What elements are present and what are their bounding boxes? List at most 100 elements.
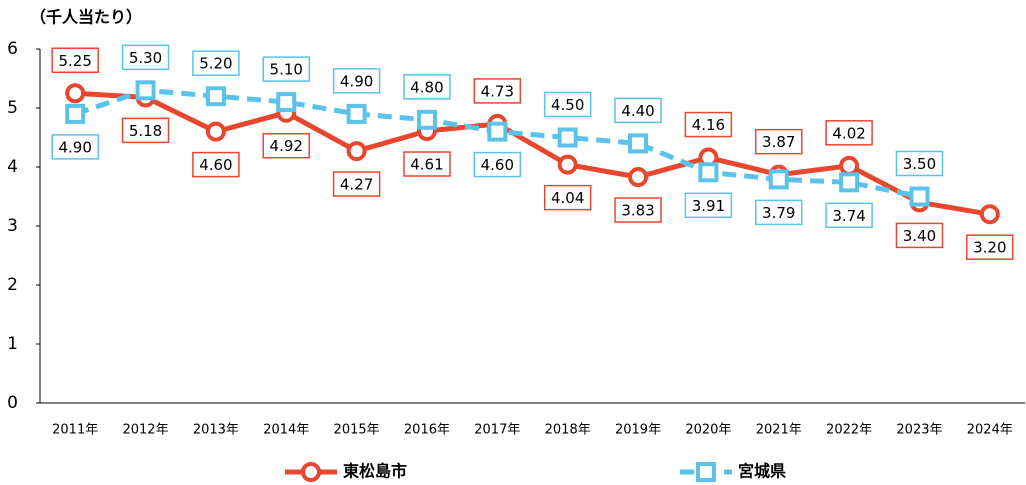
value-label: 3.20: [973, 239, 1006, 257]
value-label: 4.90: [58, 138, 91, 156]
series-line: [75, 90, 991, 217]
value-label-box: [332, 171, 381, 197]
value-label: 4.90: [340, 72, 373, 90]
value-label: 4.50: [551, 96, 584, 114]
value-label-box: [403, 151, 451, 177]
marker: [65, 83, 86, 104]
x-tick-label: 2019年: [615, 423, 661, 438]
y-axis-label: （千人当たり）: [30, 8, 142, 27]
value-label-box: [262, 56, 310, 82]
x-tick-label: 2021年: [756, 423, 802, 438]
value-label: 4.80: [410, 78, 443, 96]
x-tick-label: 2024年: [967, 423, 1013, 438]
value-label-box: [192, 50, 240, 76]
marker: [839, 172, 860, 193]
value-label-box: [684, 192, 733, 219]
value-label: 3.74: [832, 207, 865, 225]
legend-marker: [301, 462, 321, 482]
marker: [909, 186, 930, 207]
value-label-box: [755, 128, 803, 155]
value-label: 4.40: [621, 102, 654, 120]
y-tick-label: 2: [7, 275, 18, 295]
value-label: 4.73: [481, 82, 514, 100]
marker: [65, 103, 86, 124]
x-tick-label: 2020年: [685, 423, 731, 438]
marker: [205, 86, 226, 107]
value-label-box: [825, 202, 873, 229]
marker: [276, 92, 297, 113]
y-tick-label: 1: [7, 334, 18, 354]
x-tick-label: 2014年: [263, 423, 309, 438]
value-label-box: [755, 199, 803, 226]
marker: [628, 167, 649, 188]
marker: [416, 109, 437, 130]
value-label: 5.18: [129, 122, 162, 140]
value-label-box: [51, 47, 99, 73]
value-label-box: [473, 78, 522, 104]
x-tick-label: 2011年: [52, 423, 98, 438]
x-tick-label: 2013年: [193, 423, 239, 438]
value-label-box: [332, 68, 381, 94]
value-label-box: [895, 222, 944, 249]
value-label: 3.40: [903, 227, 936, 245]
marker: [205, 121, 226, 142]
value-label-box: [262, 132, 310, 159]
x-tick-label: 2017年: [474, 423, 520, 438]
value-label-box: [825, 120, 873, 146]
marker: [487, 121, 508, 142]
value-label: 4.16: [692, 116, 725, 134]
value-label-box: [192, 151, 240, 178]
value-label: 4.04: [551, 189, 584, 207]
marker: [346, 141, 367, 162]
marker: [628, 133, 649, 154]
legend-label: 東松島市: [343, 462, 407, 481]
value-label: 5.10: [270, 61, 303, 79]
x-tick-label: 2023年: [896, 423, 942, 438]
value-label: 4.60: [199, 156, 232, 174]
value-label: 3.83: [621, 202, 654, 220]
value-label: 3.87: [762, 133, 795, 151]
value-label: 5.20: [199, 55, 232, 73]
value-label-box: [895, 150, 944, 177]
marker: [135, 80, 156, 101]
marker: [346, 103, 367, 124]
value-label: 4.92: [270, 137, 303, 155]
value-label: 5.25: [58, 52, 91, 70]
value-label: 5.30: [129, 49, 162, 67]
value-label: 4.60: [481, 156, 514, 174]
marker: [979, 204, 1000, 225]
value-label: 4.61: [410, 156, 443, 174]
y-tick-label: 0: [7, 393, 18, 413]
x-tick-label: 2018年: [545, 423, 591, 438]
x-tick-label: 2022年: [826, 423, 872, 438]
value-label-box: [473, 151, 522, 178]
value-label: 3.50: [903, 155, 936, 173]
marker: [698, 162, 719, 183]
value-label-box: [121, 117, 170, 144]
value-label-box: [543, 91, 592, 118]
y-tick-label: 6: [7, 39, 18, 59]
value-label-box: [966, 234, 1014, 260]
x-tick-label: 2012年: [122, 423, 168, 438]
legend-label: 宮城県: [738, 462, 786, 481]
value-label-box: [51, 134, 99, 160]
value-label-box: [614, 197, 662, 223]
marker: [839, 155, 860, 176]
value-label: 4.02: [832, 124, 865, 142]
marker: [768, 169, 789, 190]
x-tick-label: 2016年: [404, 423, 450, 438]
value-label-box: [543, 184, 592, 211]
value-label-box: [684, 111, 733, 138]
value-label-box: [614, 97, 662, 124]
value-label-box: [403, 74, 451, 100]
marker: [557, 127, 578, 148]
value-label: 3.79: [762, 204, 795, 222]
x-tick-label: 2015年: [334, 423, 380, 438]
value-label: 3.91: [692, 197, 725, 215]
legend-marker: [696, 462, 716, 482]
marker: [557, 154, 578, 175]
y-tick-label: 4: [7, 157, 18, 177]
value-label-box: [121, 44, 170, 71]
value-label: 4.27: [340, 176, 373, 194]
